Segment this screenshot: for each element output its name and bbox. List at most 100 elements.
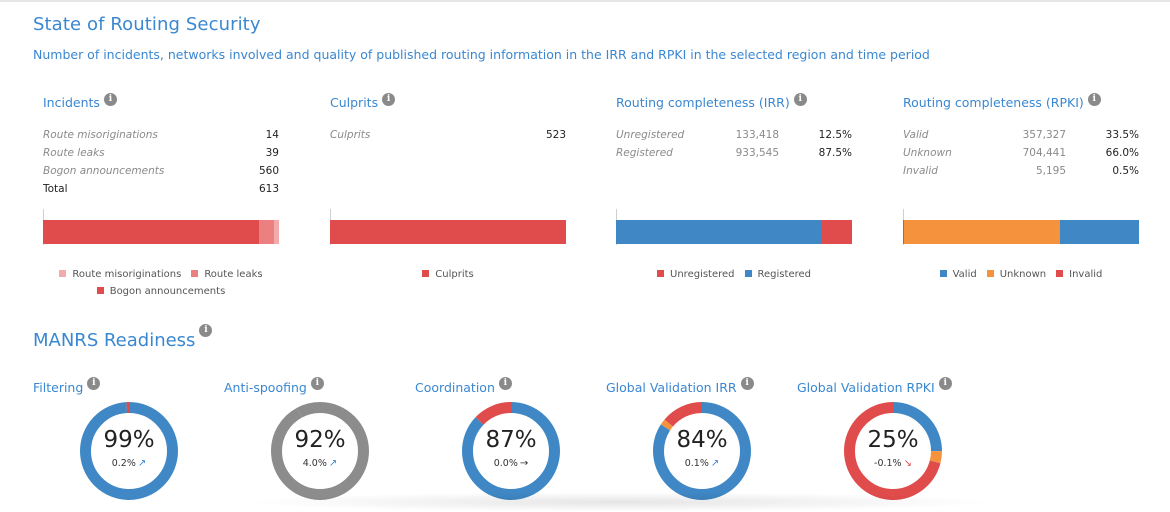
irr-table: Unregistered 133,418 12.5% Registered 933,5… (616, 129, 852, 165)
change-value: 0.0% (493, 458, 518, 469)
metric-percent: 84% (676, 427, 728, 453)
row-percent: 66.0% (1105, 147, 1139, 159)
readiness-heading: MANRS Readiness (33, 330, 196, 351)
stacked-bar[interactable] (903, 220, 1139, 244)
anti-spoofing-title: Anti-spoofing i (224, 377, 324, 395)
row-label: Invalid (903, 165, 938, 177)
donut-slice-lagging[interactable] (844, 402, 942, 500)
row-value: 523 (545, 129, 566, 141)
info-icon[interactable]: i (740, 377, 754, 390)
legend-item[interactable]: Valid (939, 266, 977, 283)
bar-segment-bogon-announcements[interactable] (43, 220, 259, 244)
trend-icon: ↘ (903, 458, 912, 469)
table-row: Unregistered 133,418 12.5% (616, 129, 852, 147)
row-label: Valid (903, 129, 929, 141)
donut-chart (462, 402, 560, 500)
bar-segment-invalid[interactable] (903, 220, 905, 244)
change-value: -0.1% (874, 458, 902, 469)
legend-item[interactable]: Culprits (422, 266, 474, 283)
legend-label: Invalid (1069, 269, 1103, 280)
bar-segment-route-leaks[interactable] (258, 220, 274, 244)
coordination-donut[interactable]: 87% 0.0% → (462, 402, 560, 500)
table-row: Culprits 523 (330, 129, 566, 147)
info-icon[interactable]: i (498, 377, 512, 390)
top-divider (0, 0, 1170, 2)
bar-segment-unregistered[interactable] (822, 220, 852, 244)
donut-slice-not-ready[interactable] (271, 402, 369, 500)
row-label: Route leaks (43, 147, 105, 159)
stacked-bar[interactable] (330, 220, 566, 244)
row-count: 933,545 (735, 147, 779, 159)
metric-title: Anti-spoofing (224, 380, 307, 395)
donut-chart (271, 402, 369, 500)
trend-icon: ↗ (137, 458, 147, 469)
info-icon[interactable]: i (938, 377, 952, 390)
trend-icon: ↗ (710, 458, 720, 469)
info-icon[interactable]: i (87, 377, 101, 390)
info-icon[interactable]: i (310, 377, 324, 390)
donut-slice-not-ready[interactable] (462, 402, 560, 500)
trend-icon: → (519, 458, 529, 469)
donut-slice-lagging[interactable] (653, 402, 751, 500)
table-row: Bogon announcements 560 (43, 165, 279, 183)
legend-swatch (986, 270, 994, 277)
change-value: 4.0% (302, 458, 327, 469)
culprits-title: Culprits (330, 95, 379, 110)
row-value: 560 (258, 165, 279, 177)
stacked-bar[interactable] (616, 220, 852, 244)
legend-swatch (939, 270, 947, 277)
filtering-donut[interactable]: 99% 0.2% ↗ (80, 402, 178, 500)
global-validation-rpki-donut[interactable]: 25% -0.1% ↘ (844, 402, 942, 500)
legend-item[interactable]: Invalid (1056, 266, 1102, 283)
row-label: Route misoriginations (43, 129, 158, 141)
legend-item[interactable]: Route misoriginations (59, 266, 181, 283)
chart-legend: Culprits (330, 266, 566, 283)
info-icon[interactable]: i (1087, 93, 1101, 106)
rpki-title: Routing completeness (RPKI) (903, 95, 1084, 110)
info-icon[interactable]: i (199, 324, 213, 337)
legend-label: Unknown (999, 269, 1047, 280)
metric-change: 4.0% ↗ (271, 458, 369, 469)
rpki-table: Valid 357,327 33.5% Unknown 704,441 66.0% In… (903, 129, 1139, 183)
bar-segment-culprits[interactable] (330, 220, 566, 244)
bar-segment-valid[interactable] (1059, 220, 1139, 244)
incidents-table: Route misoriginations 14 Route leaks 39 Bo… (43, 129, 279, 201)
global-validation-irr-donut[interactable]: 84% 0.1% ↗ (653, 402, 751, 500)
metric-change: 0.1% ↗ (653, 458, 751, 469)
chart-legend: Unregistered Registered (616, 266, 852, 283)
change-value: 0.2% (111, 458, 136, 469)
metric-change: -0.1% ↘ (844, 458, 942, 469)
legend-label: Unregistered (670, 269, 735, 280)
row-label: Bogon announcements (43, 165, 165, 177)
trend-icon: ↗ (328, 458, 338, 469)
anti-spoofing-donut[interactable]: 92% 4.0% ↗ (271, 402, 369, 500)
row-percent: 0.5% (1112, 165, 1139, 177)
chart-legend: Valid Unknown Invalid (903, 266, 1139, 283)
info-icon[interactable]: i (382, 93, 396, 106)
row-count: 357,327 (1022, 129, 1066, 141)
legend-swatch (59, 270, 67, 277)
info-icon[interactable]: i (793, 93, 807, 106)
page-subtitle: Number of incidents, networks involved a… (33, 47, 930, 62)
bar-segment-route-misoriginations[interactable] (273, 220, 279, 244)
legend-item[interactable]: Unregistered (657, 266, 735, 283)
bar-segment-unknown[interactable] (904, 220, 1060, 244)
legend-item[interactable]: Route leaks (191, 266, 263, 283)
legend-swatch (96, 287, 104, 294)
metric-percent: 92% (294, 427, 346, 453)
donut-slice-not-ready[interactable] (80, 402, 178, 500)
legend-label: Bogon announcements (109, 286, 226, 297)
legend-item[interactable]: Unknown (986, 266, 1047, 283)
legend-swatch (191, 270, 199, 277)
legend-swatch (744, 270, 752, 277)
legend-item[interactable]: Bogon announcements (96, 283, 226, 300)
info-icon[interactable]: i (103, 93, 117, 106)
legend-label: Route misoriginations (72, 269, 182, 280)
table-row: Invalid 5,195 0.5% (903, 165, 1139, 183)
row-label: Unregistered (616, 129, 685, 141)
stacked-bar[interactable] (43, 220, 279, 244)
bar-segment-registered[interactable] (616, 220, 823, 244)
legend-item[interactable]: Registered (744, 266, 811, 283)
total-value: 613 (258, 183, 279, 195)
row-count: 133,418 (735, 129, 779, 141)
